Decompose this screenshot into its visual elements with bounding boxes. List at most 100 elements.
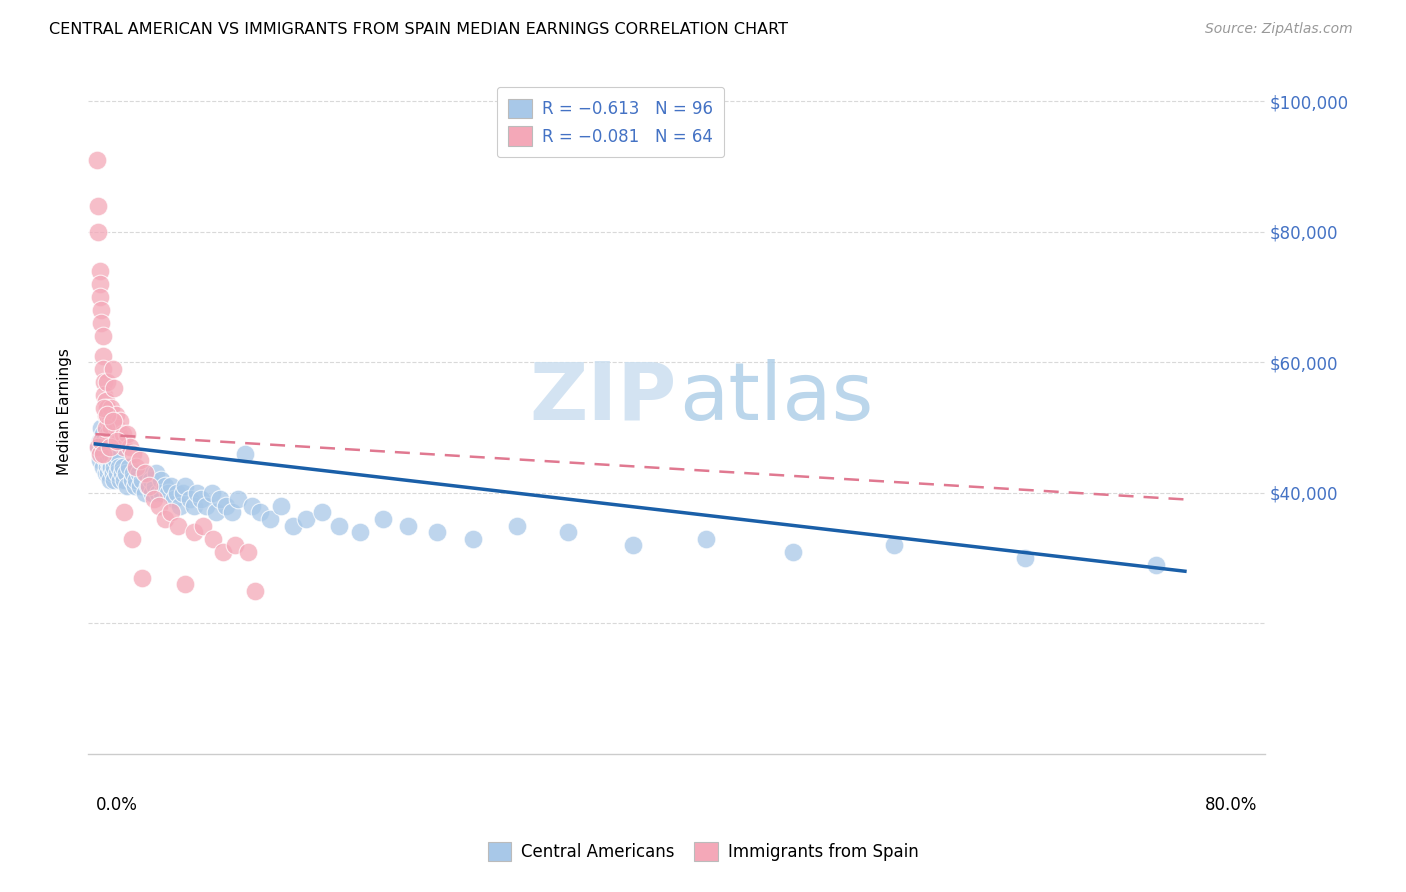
Point	[108, 414, 131, 428]
Point	[160, 479, 183, 493]
Point	[103, 473, 125, 487]
Point	[94, 440, 117, 454]
Point	[105, 420, 128, 434]
Point	[160, 506, 183, 520]
Point	[94, 467, 117, 481]
Point	[191, 518, 214, 533]
Point	[128, 467, 150, 481]
Point	[426, 524, 449, 539]
Point	[141, 486, 163, 500]
Point	[89, 453, 111, 467]
Point	[86, 153, 108, 167]
Point	[122, 447, 145, 461]
Point	[117, 479, 139, 493]
Point	[245, 583, 267, 598]
Point	[226, 492, 249, 507]
Point	[90, 447, 112, 461]
Point	[328, 518, 350, 533]
Point	[183, 524, 205, 539]
Point	[96, 375, 118, 389]
Point	[100, 440, 122, 454]
Point	[461, 532, 484, 546]
Point	[201, 486, 224, 500]
Point	[100, 401, 122, 415]
Point	[101, 414, 124, 428]
Point	[87, 440, 110, 454]
Point	[114, 506, 136, 520]
Point	[93, 388, 115, 402]
Point	[167, 518, 190, 533]
Point	[101, 362, 124, 376]
Point	[118, 459, 141, 474]
Point	[190, 492, 212, 507]
Point	[145, 467, 167, 481]
Text: atlas: atlas	[679, 359, 873, 436]
Point	[89, 434, 111, 448]
Point	[104, 453, 127, 467]
Point	[129, 479, 152, 493]
Legend: Central Americans, Immigrants from Spain: Central Americans, Immigrants from Spain	[481, 835, 925, 868]
Point	[93, 401, 115, 415]
Point	[98, 447, 121, 461]
Point	[215, 499, 238, 513]
Point	[87, 199, 110, 213]
Point	[120, 440, 142, 454]
Point	[117, 427, 139, 442]
Point	[93, 447, 115, 461]
Point	[89, 277, 111, 291]
Point	[114, 440, 136, 454]
Point	[94, 420, 117, 434]
Point	[1144, 558, 1167, 572]
Point	[138, 479, 160, 493]
Point	[91, 329, 114, 343]
Point	[259, 512, 281, 526]
Point	[146, 486, 169, 500]
Point	[100, 459, 122, 474]
Point	[94, 408, 117, 422]
Point	[212, 544, 235, 558]
Point	[174, 577, 197, 591]
Point	[295, 512, 318, 526]
Point	[105, 467, 128, 481]
Point	[205, 506, 228, 520]
Point	[101, 453, 124, 467]
Point	[157, 486, 180, 500]
Point	[194, 499, 217, 513]
Point	[179, 492, 201, 507]
Point	[122, 467, 145, 481]
Point	[249, 506, 271, 520]
Point	[131, 571, 153, 585]
Point	[270, 499, 292, 513]
Point	[221, 506, 243, 520]
Point	[96, 447, 118, 461]
Point	[621, 538, 644, 552]
Point	[149, 473, 172, 487]
Text: CENTRAL AMERICAN VS IMMIGRANTS FROM SPAIN MEDIAN EARNINGS CORRELATION CHART: CENTRAL AMERICAN VS IMMIGRANTS FROM SPAI…	[49, 22, 789, 37]
Point	[87, 440, 110, 454]
Point	[114, 473, 136, 487]
Point	[695, 532, 717, 546]
Point	[91, 349, 114, 363]
Point	[129, 453, 152, 467]
Point	[96, 434, 118, 448]
Text: 0.0%: 0.0%	[96, 797, 138, 814]
Point	[98, 414, 121, 428]
Point	[124, 479, 146, 493]
Point	[91, 459, 114, 474]
Point	[98, 459, 121, 474]
Point	[91, 447, 114, 461]
Point	[110, 467, 132, 481]
Point	[174, 479, 197, 493]
Point	[371, 512, 394, 526]
Point	[136, 479, 159, 493]
Point	[96, 408, 118, 422]
Point	[505, 518, 527, 533]
Point	[96, 459, 118, 474]
Point	[125, 473, 148, 487]
Text: Source: ZipAtlas.com: Source: ZipAtlas.com	[1205, 22, 1353, 37]
Point	[163, 492, 186, 507]
Point	[91, 440, 114, 454]
Point	[89, 264, 111, 278]
Point	[202, 532, 225, 546]
Point	[103, 381, 125, 395]
